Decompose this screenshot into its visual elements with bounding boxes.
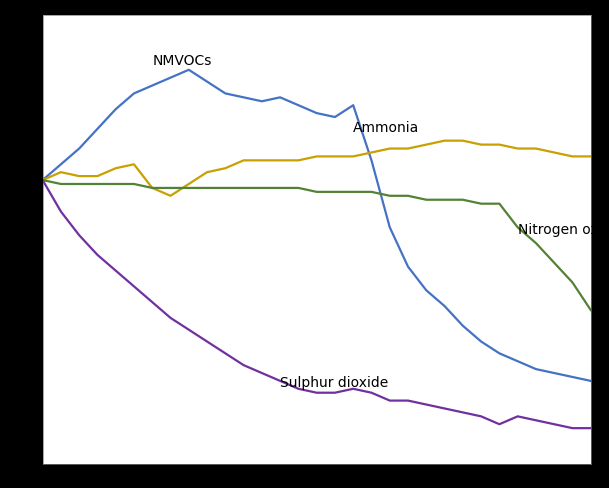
Text: Nitrogen oxides: Nitrogen oxides: [518, 223, 609, 237]
Text: Ammonia: Ammonia: [353, 121, 420, 135]
Text: Sulphur dioxide: Sulphur dioxide: [280, 376, 389, 389]
Text: NMVOCs: NMVOCs: [152, 54, 211, 68]
